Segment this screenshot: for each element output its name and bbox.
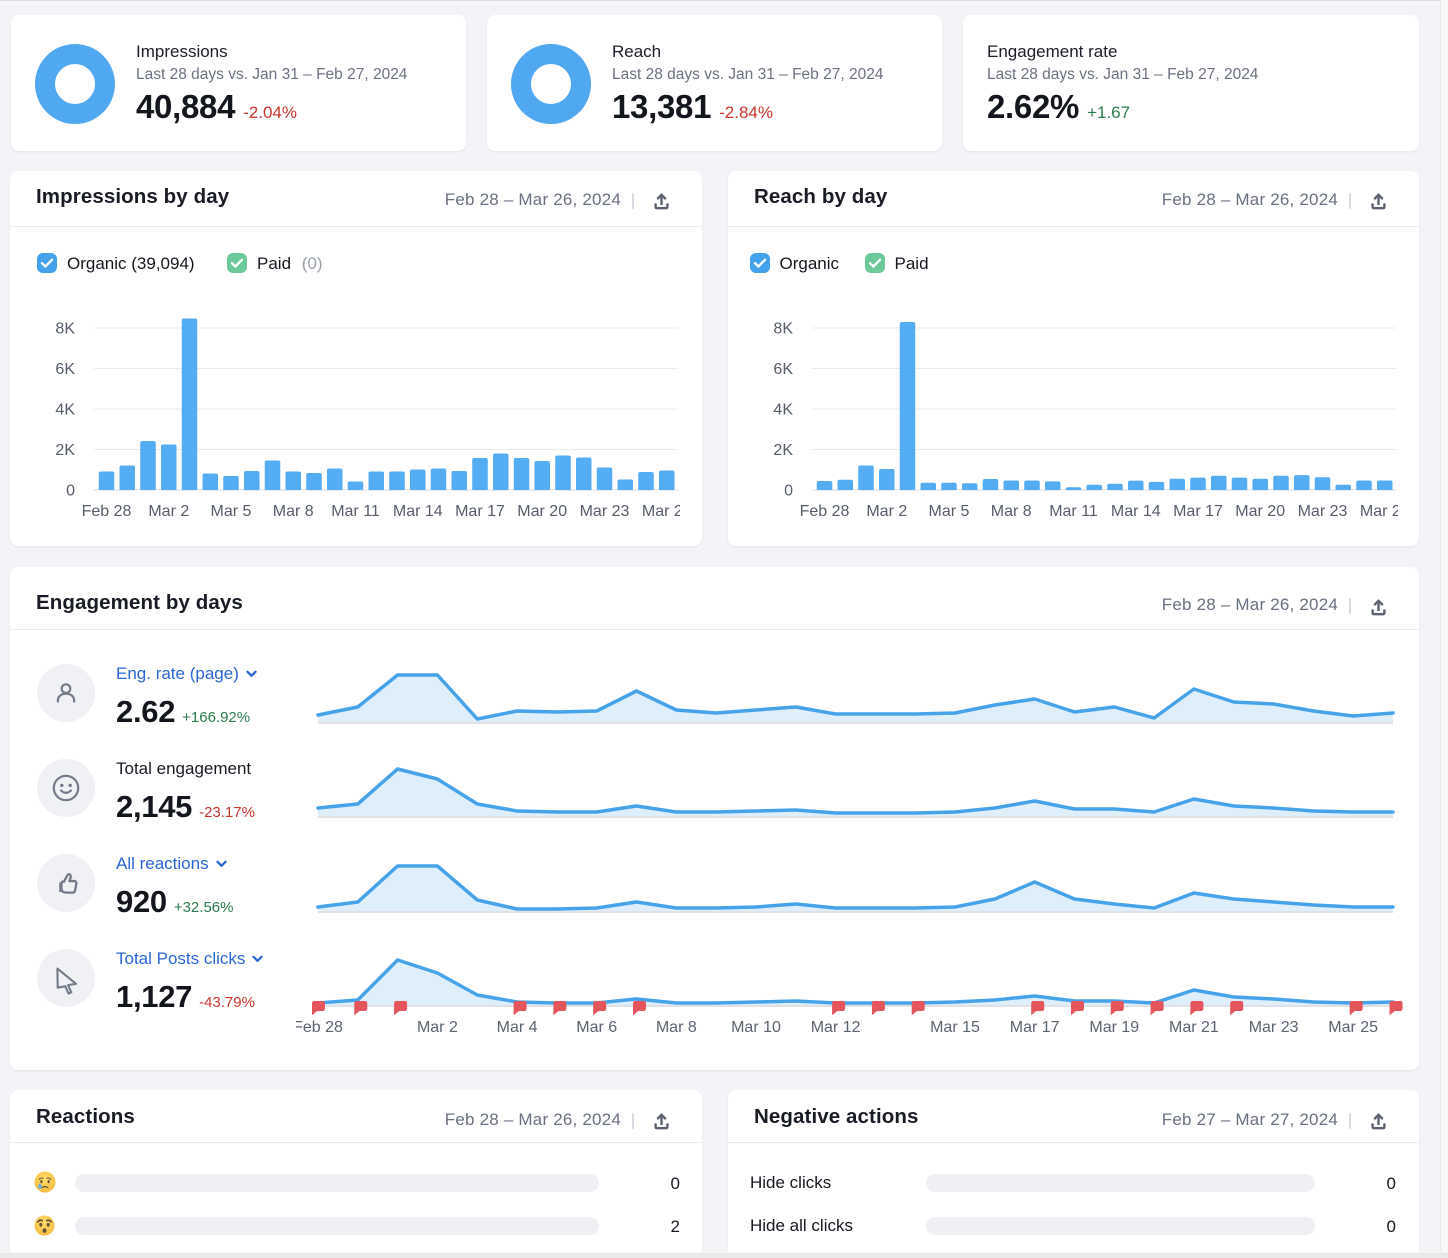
svg-text:Mar 8: Mar 8 <box>991 503 1032 520</box>
svg-text:Mar 14: Mar 14 <box>1111 503 1161 520</box>
svg-text:0: 0 <box>784 483 793 500</box>
svg-text:6K: 6K <box>773 361 793 378</box>
svg-text:Mar 5: Mar 5 <box>929 503 970 520</box>
svg-text:6K: 6K <box>55 361 75 378</box>
svg-text:Mar 17: Mar 17 <box>455 503 505 520</box>
svg-text:Mar 11: Mar 11 <box>331 503 380 520</box>
svg-text:Mar 17: Mar 17 <box>1173 503 1223 520</box>
svg-text:2K: 2K <box>55 442 75 459</box>
svg-text:8K: 8K <box>55 321 75 338</box>
svg-text:0: 0 <box>66 483 75 500</box>
svg-text:Mar 20: Mar 20 <box>517 503 567 520</box>
svg-text:Mar 20: Mar 20 <box>1235 503 1285 520</box>
svg-text:Mar 14: Mar 14 <box>393 503 443 520</box>
svg-text:2K: 2K <box>773 442 793 459</box>
svg-text:4K: 4K <box>55 402 75 419</box>
svg-text:Mar 5: Mar 5 <box>211 503 252 520</box>
svg-text:Mar 26: Mar 26 <box>1360 503 1398 520</box>
svg-text:Feb 28: Feb 28 <box>800 503 850 520</box>
svg-text:Mar 8: Mar 8 <box>273 503 314 520</box>
svg-text:8K: 8K <box>773 321 793 338</box>
svg-text:Feb 28: Feb 28 <box>82 503 132 520</box>
svg-text:Mar 2: Mar 2 <box>148 503 189 520</box>
svg-text:Mar 23: Mar 23 <box>580 503 630 520</box>
svg-text:Mar 2: Mar 2 <box>866 503 907 520</box>
svg-text:Mar 23: Mar 23 <box>1298 503 1348 520</box>
svg-text:Mar 26: Mar 26 <box>642 503 680 520</box>
svg-text:Mar 11: Mar 11 <box>1049 503 1098 520</box>
svg-text:4K: 4K <box>773 402 793 419</box>
